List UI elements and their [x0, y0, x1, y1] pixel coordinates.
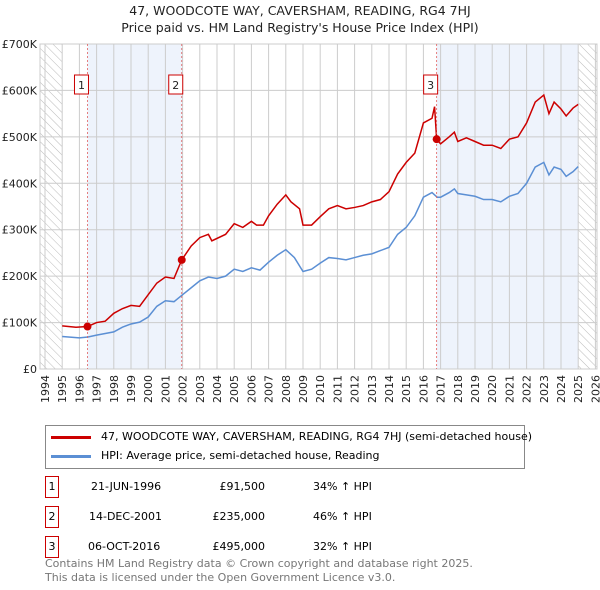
y-tick-label: £600K	[2, 84, 38, 97]
sale-date: 06-OCT-2016	[88, 540, 161, 553]
sale-row: 2 14-DEC-2001 £235,000 46% ↑ HPI	[45, 506, 445, 528]
hatched-region	[578, 44, 597, 369]
x-tick-label: 1996	[73, 375, 86, 403]
price-chart: 1994 1995 1996 1997 1998 1999 2000 2001 2002 2003…	[2, 38, 600, 403]
hatched-region	[40, 44, 63, 369]
x-tick-label: 2017	[435, 375, 448, 403]
sale-label: 2	[172, 79, 179, 92]
x-tick-label: 2016	[417, 375, 430, 403]
y-tick-label: £300K	[2, 224, 38, 237]
sale-label-box	[73, 74, 89, 95]
sale-hpi: 32% ↑ HPI	[313, 540, 372, 553]
sale-number: 2	[45, 506, 59, 528]
y-tick-label: £400K	[2, 177, 38, 190]
sale-hpi: 46% ↑ HPI	[313, 510, 372, 523]
x-tick-label: 2021	[503, 375, 516, 403]
sale-label: 3	[427, 79, 434, 92]
sale-price: £235,000	[212, 510, 266, 523]
x-tick-label: 2009	[297, 375, 310, 403]
footer-line: Contains HM Land Registry data © Crown c…	[45, 557, 473, 570]
x-tick-label: 2012	[349, 375, 362, 403]
x-tick-label: 2013	[366, 375, 379, 403]
x-tick-label: 2003	[194, 375, 207, 403]
x-tick-label: 2002	[177, 375, 190, 403]
y-tick-label: £0	[23, 363, 37, 376]
sale-price: £495,000	[212, 540, 266, 553]
y-tick-label: £500K	[2, 131, 38, 144]
sale-number: 3	[45, 536, 59, 558]
chart-title: 47, WOODCOTE WAY, CAVERSHAM, READING, RG…	[129, 3, 471, 18]
x-tick-label: 1997	[91, 375, 104, 403]
ownership-band	[87, 44, 182, 369]
sale-price: £91,500	[219, 480, 266, 493]
x-tick-label: 2005	[228, 375, 241, 403]
x-tick-label: 2007	[263, 375, 276, 403]
x-tick-label: 1995	[56, 375, 69, 403]
y-tick-label: £100K	[2, 317, 38, 330]
x-tick-label: 2004	[211, 375, 224, 403]
y-tick-label: £700K	[2, 38, 38, 51]
plot-frame	[39, 43, 598, 370]
x-tick-label: 2011	[331, 375, 344, 403]
sale-number: 1	[45, 476, 59, 498]
chart-subtitle: Price paid vs. HM Land Registry's House …	[121, 20, 479, 35]
sale-date: 14-DEC-2001	[89, 510, 163, 523]
x-tick-label: 1998	[108, 375, 121, 403]
sale-point	[432, 135, 441, 144]
x-tick-label: 2025	[572, 375, 585, 403]
legend-swatch-red	[51, 435, 91, 439]
x-tick-label: 2008	[280, 375, 293, 403]
footer-line: This data is licensed under the Open Gov…	[45, 571, 396, 584]
x-tick-label: 2001	[159, 375, 172, 403]
x-tick-label: 2014	[383, 375, 396, 403]
y-tick-label: £200K	[2, 270, 38, 283]
sale-label: 1	[78, 79, 85, 92]
sale-point	[83, 322, 92, 331]
sale-date: 21-JUN-1996	[91, 480, 162, 493]
sale-hpi: 34% ↑ HPI	[313, 480, 372, 493]
x-tick-label: 2000	[142, 375, 155, 403]
x-tick-label: 2023	[538, 375, 551, 403]
x-tick-label: 2010	[314, 375, 327, 403]
sale-label-box	[423, 74, 439, 95]
legend-swatch-blue	[51, 454, 91, 458]
legend: 47, WOODCOTE WAY, CAVERSHAM, READING, RG…	[45, 425, 532, 469]
x-tick-label: 2006	[245, 375, 258, 403]
x-tick-label: 2018	[452, 375, 465, 403]
series-line	[62, 161, 579, 339]
x-tick-label: 1999	[125, 375, 138, 403]
x-tick-label: 2019	[469, 375, 482, 403]
sale-row: 1 21-JUN-1996 £91,500 34% ↑ HPI	[45, 476, 445, 498]
sale-point	[177, 255, 186, 264]
x-tick-label: 2020	[486, 375, 499, 403]
x-tick-label: 2022	[521, 375, 534, 403]
footer: Contains HM Land Registry data © Crown c…	[45, 557, 473, 585]
sale-row: 3 06-OCT-2016 £495,000 32% ↑ HPI	[45, 536, 445, 558]
sale-label-box	[168, 74, 184, 95]
x-tick-label: 2026	[589, 375, 600, 403]
x-tick-label: 1994	[39, 375, 52, 403]
legend-label-property: 47, WOODCOTE WAY, CAVERSHAM, READING, RG…	[101, 430, 533, 443]
legend-label-hpi: HPI: Average price, semi-detached house,…	[101, 449, 380, 462]
x-tick-label: 2015	[400, 375, 413, 403]
series-line	[62, 93, 579, 328]
x-tick-label: 2024	[555, 375, 568, 403]
ownership-band	[436, 44, 579, 369]
